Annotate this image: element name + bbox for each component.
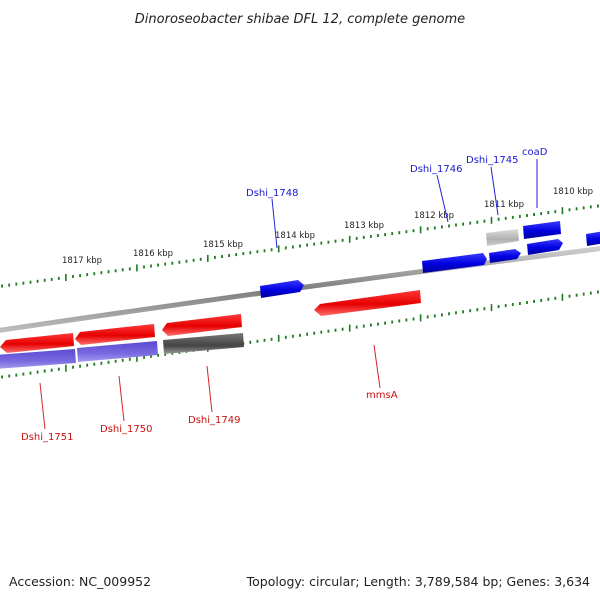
gene-label-dshi-1748: Dshi_1748 bbox=[246, 188, 298, 199]
ruler-label-1817: 1817 kbp bbox=[62, 256, 102, 266]
ruler-label-1815: 1815 kbp bbox=[203, 240, 243, 250]
map-title: Dinoroseobacter shibae DFL 12, complete … bbox=[135, 12, 465, 27]
gene-dshi-1746[interactable] bbox=[422, 253, 487, 273]
gene-coaD[interactable] bbox=[523, 221, 561, 239]
genome-stats-text: Topology: circular; Length: 3,789,584 bp… bbox=[246, 574, 590, 589]
ruler-label-1811: 1811 kbp bbox=[484, 200, 524, 210]
gene-dshi-1748[interactable] bbox=[260, 280, 304, 298]
pseudogene-dshi-1749[interactable] bbox=[163, 333, 244, 354]
forward-leader-lines bbox=[271, 159, 538, 249]
gene-label-coaD: coaD bbox=[522, 147, 548, 158]
gene-dshi-1750[interactable] bbox=[75, 324, 155, 345]
cds-dshi-1750[interactable] bbox=[77, 341, 158, 362]
gene-dshi-1745[interactable] bbox=[489, 249, 521, 263]
gene-dshi-1749[interactable] bbox=[162, 314, 242, 336]
gene-label-dshi-1745: Dshi_1745 bbox=[466, 155, 518, 166]
ruler-label-1813: 1813 kbp bbox=[344, 221, 384, 231]
ruler-label-1814: 1814 kbp bbox=[275, 231, 315, 241]
gene-label-dshi-1750: Dshi_1750 bbox=[100, 424, 152, 435]
gene-label-dshi-1751: Dshi_1751 bbox=[21, 432, 73, 443]
ruler-label-1812: 1812 kbp bbox=[414, 211, 454, 221]
cds-dshi-1751[interactable] bbox=[0, 349, 76, 369]
gene-dshi-1751[interactable] bbox=[0, 333, 74, 353]
gene-label-mmsA: mmsA bbox=[366, 390, 398, 401]
accession-text: Accession: NC_009952 bbox=[9, 574, 151, 589]
ruler-label-1810: 1810 kbp bbox=[553, 187, 593, 197]
gene-edge-right[interactable] bbox=[586, 231, 600, 246]
gene-label-dshi-1749: Dshi_1749 bbox=[188, 415, 240, 426]
ruler-label-1816: 1816 kbp bbox=[133, 249, 173, 259]
gene-coaD-adjacent[interactable] bbox=[527, 239, 563, 255]
pseudogene-light[interactable] bbox=[486, 229, 519, 246]
reverse-leader-lines bbox=[39, 344, 381, 430]
outer-tick-ring bbox=[1, 204, 599, 288]
gene-mmsA[interactable] bbox=[314, 290, 421, 316]
gene-label-dshi-1746: Dshi_1746 bbox=[410, 164, 462, 175]
